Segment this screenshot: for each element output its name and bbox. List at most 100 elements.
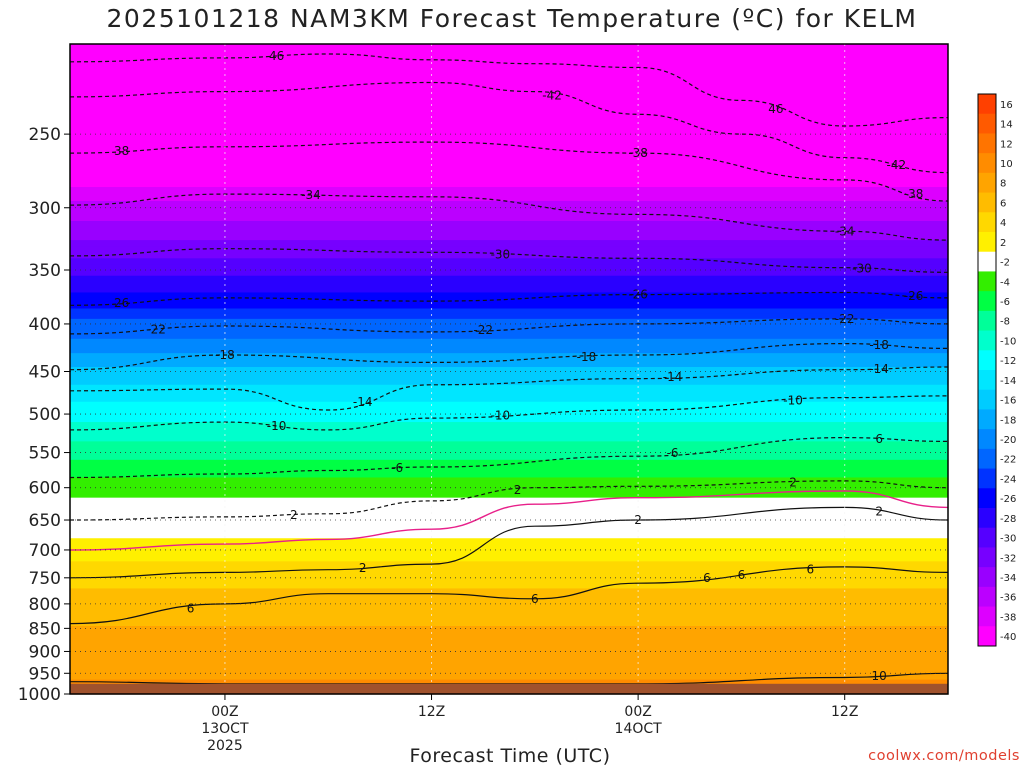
temperature-band: [70, 375, 948, 381]
colorbar-label: -28: [1000, 514, 1016, 525]
temperature-band: [70, 677, 948, 681]
temperature-band: [70, 549, 948, 554]
isotherm-label: 2: [875, 505, 883, 519]
temperature-band: [70, 477, 948, 482]
colorbar-label: -18: [1000, 415, 1016, 426]
temperature-band: [70, 613, 948, 617]
isotherm-label: 6: [703, 571, 711, 585]
temperature-band: [70, 100, 948, 110]
temperature-band: [70, 348, 948, 354]
temperature-band: [70, 134, 948, 143]
temperature-band: [70, 366, 948, 373]
colorbar: 16 14 12 10 8 6 4 2 -2 -4 -6 -8 -10 -12 -14 -16 -18 -20 -2…: [977, 93, 1016, 647]
temperature-band: [70, 270, 948, 277]
temperature-band: [70, 109, 948, 119]
colorbar-label: -26: [1000, 494, 1016, 505]
temperature-band: [70, 662, 948, 666]
colorbar-label: -2: [1000, 258, 1010, 269]
x-tick-label: 13OCT: [201, 721, 249, 737]
temperature-band: [70, 429, 948, 435]
temperature-band: [70, 220, 948, 229]
temperature-band: [70, 297, 948, 304]
temperature-band: [70, 577, 948, 582]
ground: [70, 683, 948, 694]
colorbar-swatch: [978, 192, 996, 213]
temperature-band: [70, 227, 948, 235]
y-tick-label: 900: [29, 642, 61, 662]
colorbar-swatch: [978, 389, 996, 410]
isotherm-label: -22: [146, 323, 166, 337]
temperature-band: [70, 362, 948, 368]
isotherm-label: -30: [852, 261, 872, 275]
y-tick-label: 1000: [18, 685, 61, 705]
temperature-band: [70, 117, 948, 127]
colorbar-frame: [977, 93, 997, 647]
temperature-band: [70, 187, 948, 195]
y-tick-label: 650: [29, 511, 61, 531]
temperature-band: [70, 125, 948, 135]
y-tick-label: 500: [29, 405, 61, 425]
isotherm-line: [69, 342, 949, 371]
temperature-band: [70, 640, 948, 643]
temperature-band: [70, 313, 948, 320]
temperature-band: [70, 179, 948, 188]
isotherm-label: -18: [577, 350, 597, 364]
temperature-band: [70, 323, 948, 330]
isotherm-label: 46: [269, 49, 284, 63]
isotherm-label: -18: [215, 348, 235, 362]
colorbar-swatch: [978, 488, 996, 509]
temperature-band: [70, 343, 948, 350]
temperature-band: [70, 494, 948, 499]
temperature-band: [70, 303, 948, 310]
colorbar-swatch: [978, 429, 996, 450]
colorbar-label: 6: [1000, 198, 1006, 209]
colorbar-swatch: [978, 271, 996, 292]
credit-text: coolwx.com/models: [868, 748, 1020, 764]
temperature-band: [70, 628, 948, 632]
temperature-band: [70, 669, 948, 672]
temperature-band: [70, 621, 948, 625]
temperature-band: [70, 433, 948, 439]
y-tick-label: 450: [29, 363, 61, 383]
y-tick-label: 750: [29, 569, 61, 589]
colorbar-swatch: [978, 547, 996, 568]
y-tick-label: 550: [29, 444, 61, 464]
colorbar-swatch: [978, 232, 996, 253]
colorbar-swatch: [978, 291, 996, 312]
temperature-band: [70, 308, 948, 315]
temperature-band: [70, 618, 948, 622]
temperature-band: [70, 456, 948, 461]
isotherm-line: [69, 248, 949, 273]
temperature-band: [70, 569, 948, 573]
isotherm-line: [69, 291, 949, 306]
colorbar-swatch: [978, 567, 996, 588]
colorbar-swatch: [978, 94, 996, 115]
isotherm-line: [69, 506, 949, 579]
isotherm-label: -18: [869, 338, 889, 352]
temperature-band: [70, 532, 948, 536]
temperature-band: [70, 82, 948, 93]
colorbar-swatch: [978, 409, 996, 430]
colorbar-label: 14: [1000, 120, 1013, 131]
temperature-band: [70, 500, 948, 505]
y-tick-label: 700: [29, 541, 61, 561]
temperature-band: [70, 397, 948, 403]
y-tick-label: 600: [29, 479, 61, 499]
colorbar-label: -6: [1000, 297, 1010, 308]
temperature-band: [70, 194, 948, 202]
isotherm-line: [69, 366, 949, 411]
temperature-band: [70, 380, 948, 386]
isotherm-label: -10: [783, 394, 803, 408]
isotherm-line: [69, 141, 949, 202]
temperature-band: [70, 564, 948, 568]
temperature-band: [70, 63, 948, 74]
isotherm-label: 26: [114, 296, 129, 310]
isotherm-label: 2: [359, 561, 367, 575]
temperature-band: [70, 558, 948, 562]
temperature-band: [70, 200, 948, 209]
temperature-band: [70, 541, 948, 545]
temperature-band: [70, 616, 948, 620]
isotherm-label: 6: [875, 432, 883, 446]
temperature-band: [70, 660, 948, 664]
